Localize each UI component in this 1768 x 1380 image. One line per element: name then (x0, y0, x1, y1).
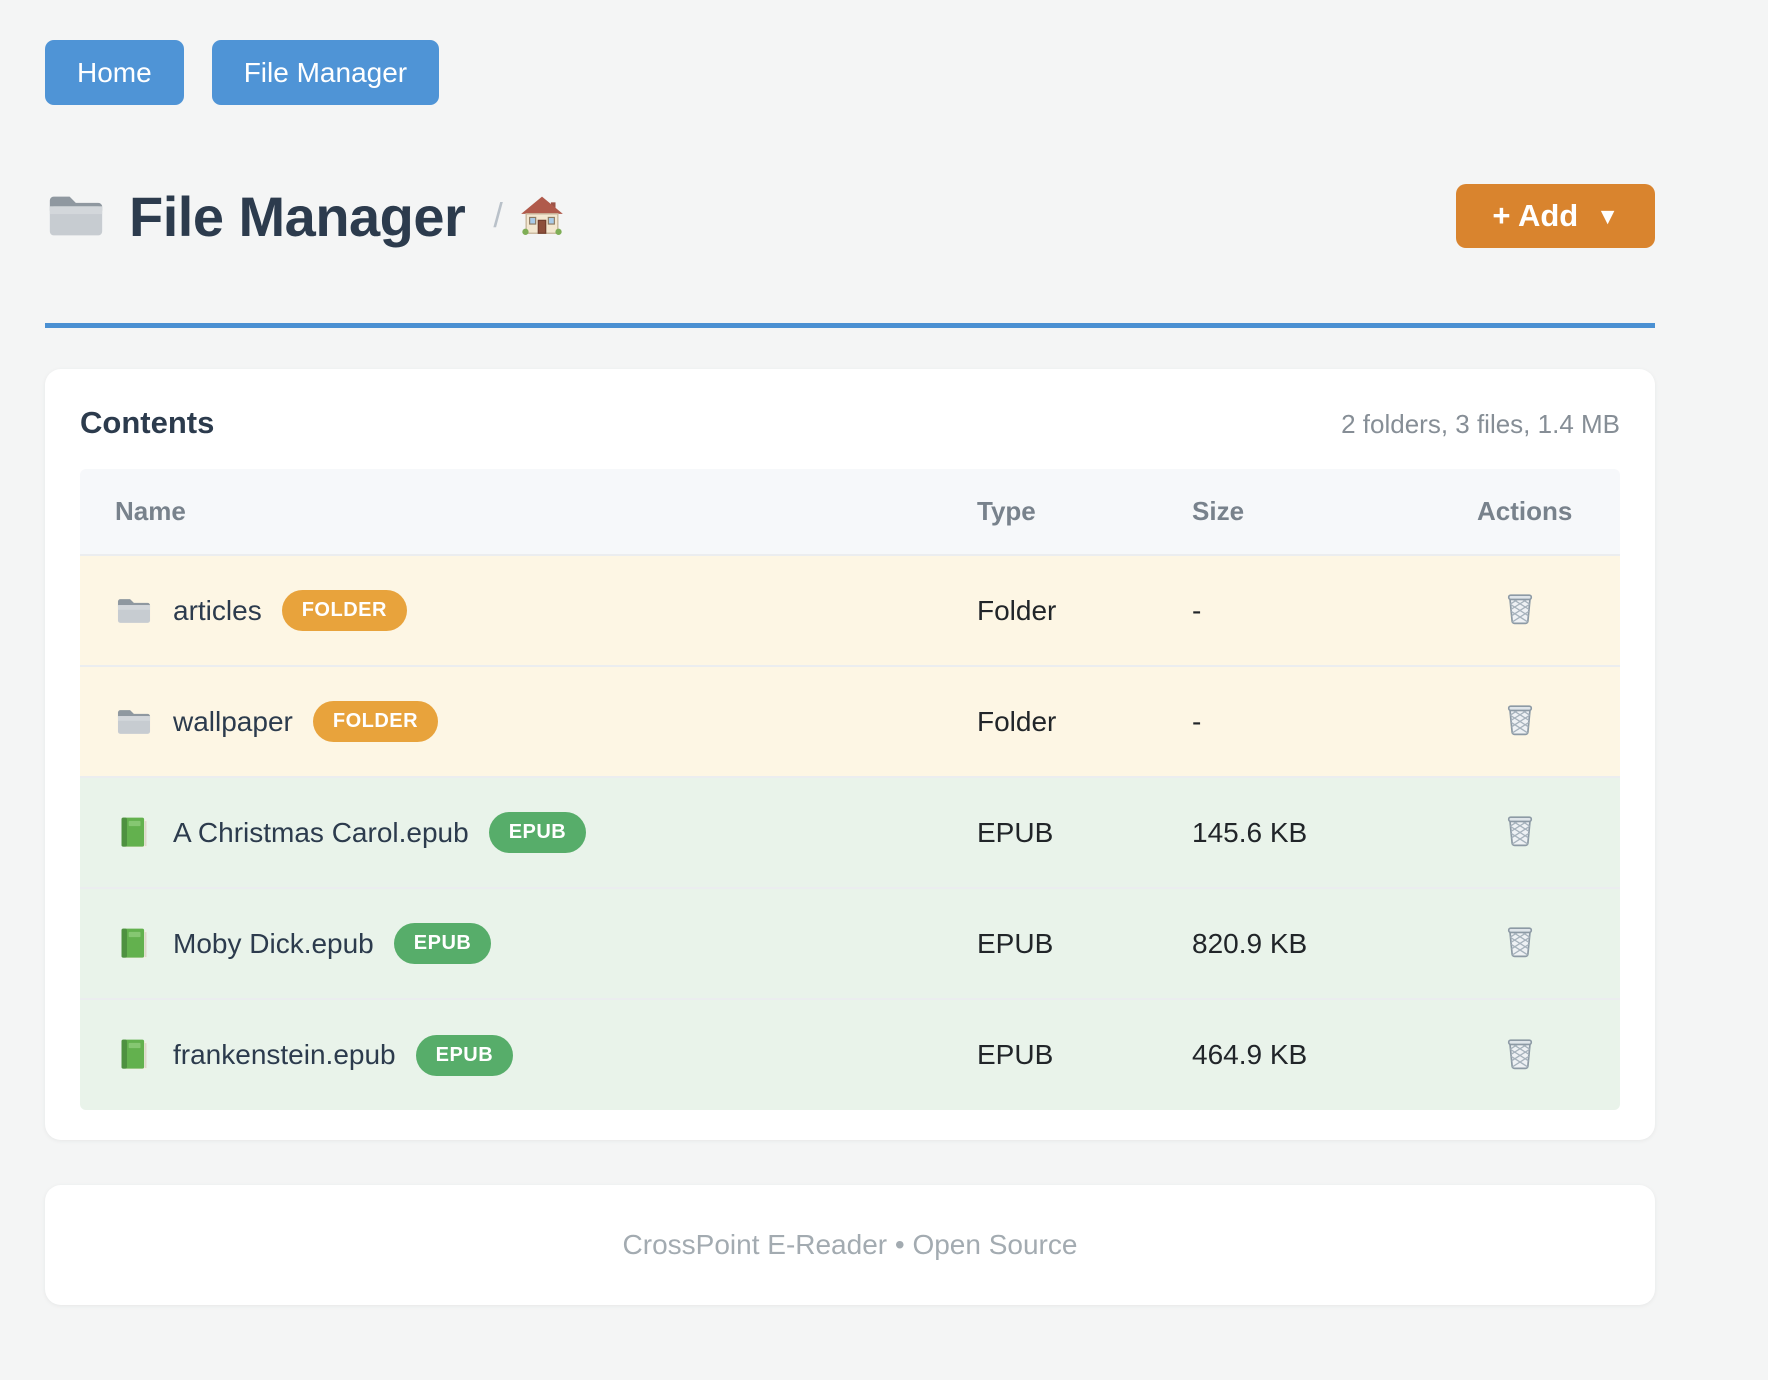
column-header-type: Type (977, 469, 1192, 555)
trash-icon (1499, 697, 1541, 739)
book-icon (115, 925, 153, 963)
table-row: Moby Dick.epub EPUB EPUB 820.9 KB (80, 888, 1620, 999)
delete-button[interactable] (1499, 586, 1541, 628)
item-size: 820.9 KB (1192, 927, 1308, 959)
files-table-wrap: Name Type Size Actions articles FOLDER F… (80, 469, 1620, 1110)
item-name-link[interactable]: wallpaper (173, 705, 293, 737)
file-manager-button[interactable]: File Manager (211, 40, 440, 105)
table-header-row: Name Type Size Actions (80, 469, 1620, 555)
column-header-actions: Actions (1477, 469, 1620, 555)
table-row: frankenstein.epub EPUB EPUB 464.9 KB (80, 999, 1620, 1110)
page-title: File Manager (129, 184, 466, 248)
folder-icon (115, 703, 153, 741)
delete-button[interactable] (1499, 697, 1541, 739)
breadcrumb-nav: Home File Manager (45, 40, 1655, 105)
item-name-link[interactable]: articles (173, 594, 262, 626)
chevron-down-icon: ▼ (1596, 202, 1619, 229)
trash-icon (1499, 1031, 1541, 1073)
contents-heading: Contents (80, 405, 215, 440)
item-name-link[interactable]: A Christmas Carol.epub (173, 816, 469, 848)
page-header: File Manager / + Add ▼ (45, 169, 1655, 263)
type-badge: FOLDER (281, 590, 407, 631)
item-type: Folder (977, 705, 1057, 737)
trash-icon (1499, 586, 1541, 628)
page: Home File Manager File Manager / + Add ▼… (45, 0, 1655, 1305)
type-badge: EPUB (488, 812, 587, 853)
item-type: Folder (977, 594, 1057, 626)
table-row: wallpaper FOLDER Folder - (80, 666, 1620, 777)
book-icon (115, 814, 153, 852)
contents-summary: 2 folders, 3 files, 1.4 MB (1341, 409, 1620, 439)
item-size: 145.6 KB (1192, 816, 1308, 848)
item-size: - (1192, 594, 1202, 626)
item-type: EPUB (977, 816, 1054, 848)
item-name-link[interactable]: frankenstein.epub (173, 1039, 396, 1070)
table-row: articles FOLDER Folder - (80, 555, 1620, 666)
column-header-name: Name (80, 469, 977, 555)
book-icon (115, 1036, 153, 1074)
type-badge: FOLDER (312, 701, 439, 742)
type-badge: EPUB (393, 923, 492, 964)
folder-icon (115, 592, 153, 630)
item-size: - (1192, 705, 1202, 737)
files-table: Name Type Size Actions articles FOLDER F… (80, 469, 1620, 1110)
trash-icon (1499, 808, 1541, 850)
footer: CrossPoint E-Reader • Open Source (45, 1185, 1655, 1305)
footer-text: CrossPoint E-Reader • Open Source (622, 1229, 1078, 1260)
contents-table-body: articles FOLDER Folder - wallpaper FOLDE… (80, 555, 1620, 1110)
item-type: EPUB (977, 1039, 1054, 1070)
home-button[interactable]: Home (45, 40, 184, 105)
contents-card: Contents 2 folders, 3 files, 1.4 MB Name… (45, 369, 1655, 1140)
item-size: 464.9 KB (1192, 1039, 1308, 1070)
home-icon[interactable] (519, 193, 565, 239)
item-type: EPUB (977, 927, 1054, 959)
delete-button[interactable] (1499, 919, 1541, 961)
add-button-label: + Add (1492, 198, 1579, 233)
folder-icon (45, 185, 107, 247)
header-divider (45, 323, 1655, 328)
add-button[interactable]: + Add ▼ (1456, 184, 1655, 248)
contents-card-header: Contents 2 folders, 3 files, 1.4 MB (80, 405, 1620, 441)
column-header-size: Size (1192, 469, 1477, 555)
trash-icon (1499, 919, 1541, 961)
item-name-link[interactable]: Moby Dick.epub (173, 927, 374, 959)
breadcrumb: / (493, 193, 564, 239)
delete-button[interactable] (1499, 808, 1541, 850)
delete-button[interactable] (1499, 1031, 1541, 1073)
title-wrap: File Manager / (45, 184, 565, 249)
breadcrumb-separator: / (493, 196, 503, 235)
table-row: A Christmas Carol.epub EPUB EPUB 145.6 K… (80, 777, 1620, 888)
type-badge: EPUB (415, 1034, 514, 1076)
